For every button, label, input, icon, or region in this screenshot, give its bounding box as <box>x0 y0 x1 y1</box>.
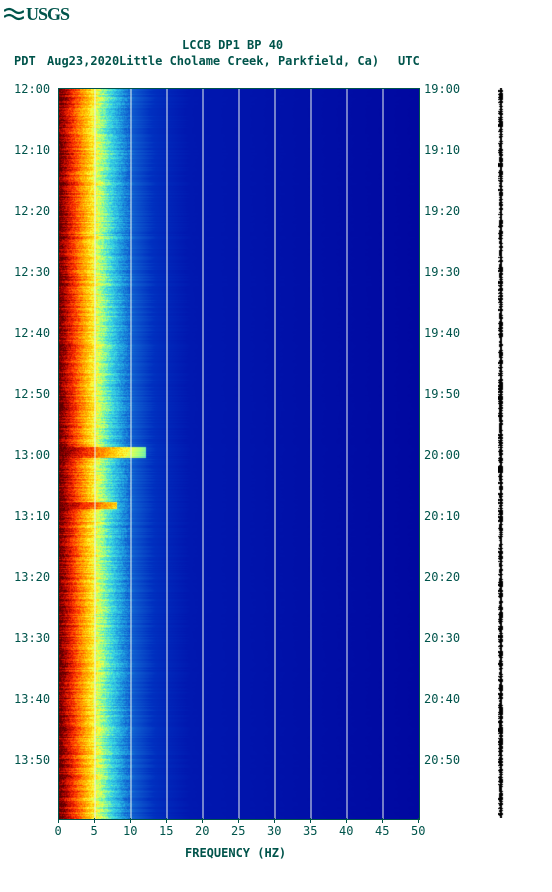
amplitude-column <box>498 88 504 818</box>
left-timezone: PDT <box>14 54 36 68</box>
x-tick: 40 <box>339 824 353 838</box>
x-tick: 20 <box>195 824 209 838</box>
y-left-tick: 13:00 <box>14 448 50 462</box>
x-tick: 15 <box>159 824 173 838</box>
y-left-tick: 13:40 <box>14 692 50 706</box>
wave-icon <box>4 7 24 23</box>
y-left-tick: 12:10 <box>14 143 50 157</box>
x-tick: 5 <box>91 824 98 838</box>
y-left-tick: 13:10 <box>14 509 50 523</box>
chart-container: USGS LCCB DP1 BP 40 PDT Aug23,2020 Littl… <box>0 0 552 892</box>
y-left-tick: 12:00 <box>14 82 50 96</box>
site-text: Little Cholame Creek, Parkfield, Ca) <box>119 54 379 68</box>
right-timezone: UTC <box>398 54 420 68</box>
y-right-tick: 19:40 <box>424 326 460 340</box>
y-left-tick: 12:50 <box>14 387 50 401</box>
y-right-tick: 19:20 <box>424 204 460 218</box>
x-tick: 50 <box>411 824 425 838</box>
y-right-tick: 19:00 <box>424 82 460 96</box>
logo-text: USGS <box>26 4 69 25</box>
y-right-tick: 20:00 <box>424 448 460 462</box>
y-right-tick: 19:30 <box>424 265 460 279</box>
main-title: LCCB DP1 BP 40 <box>182 38 283 52</box>
y-left-tick: 12:30 <box>14 265 50 279</box>
y-left-tick: 12:40 <box>14 326 50 340</box>
x-tick: 30 <box>267 824 281 838</box>
usgs-logo: USGS <box>4 4 69 25</box>
y-right-tick: 20:30 <box>424 631 460 645</box>
x-tick: 25 <box>231 824 245 838</box>
y-left-tick: 13:20 <box>14 570 50 584</box>
x-tick: 10 <box>123 824 137 838</box>
x-tick: 0 <box>55 824 62 838</box>
y-right-tick: 19:10 <box>424 143 460 157</box>
y-right-tick: 20:50 <box>424 753 460 767</box>
y-right-tick: 20:10 <box>424 509 460 523</box>
y-left-tick: 13:50 <box>14 753 50 767</box>
y-left-tick: 13:30 <box>14 631 50 645</box>
x-tick: 45 <box>375 824 389 838</box>
amplitude-canvas <box>498 88 504 818</box>
y-left-tick: 12:20 <box>14 204 50 218</box>
date-text: Aug23,2020 <box>47 54 119 68</box>
x-tick: 35 <box>303 824 317 838</box>
spectrogram-canvas <box>59 89 419 819</box>
y-right-tick: 20:20 <box>424 570 460 584</box>
y-right-tick: 20:40 <box>424 692 460 706</box>
y-right-tick: 19:50 <box>424 387 460 401</box>
x-axis-label: FREQUENCY (HZ) <box>185 846 286 860</box>
spectrogram-plot <box>58 88 420 820</box>
